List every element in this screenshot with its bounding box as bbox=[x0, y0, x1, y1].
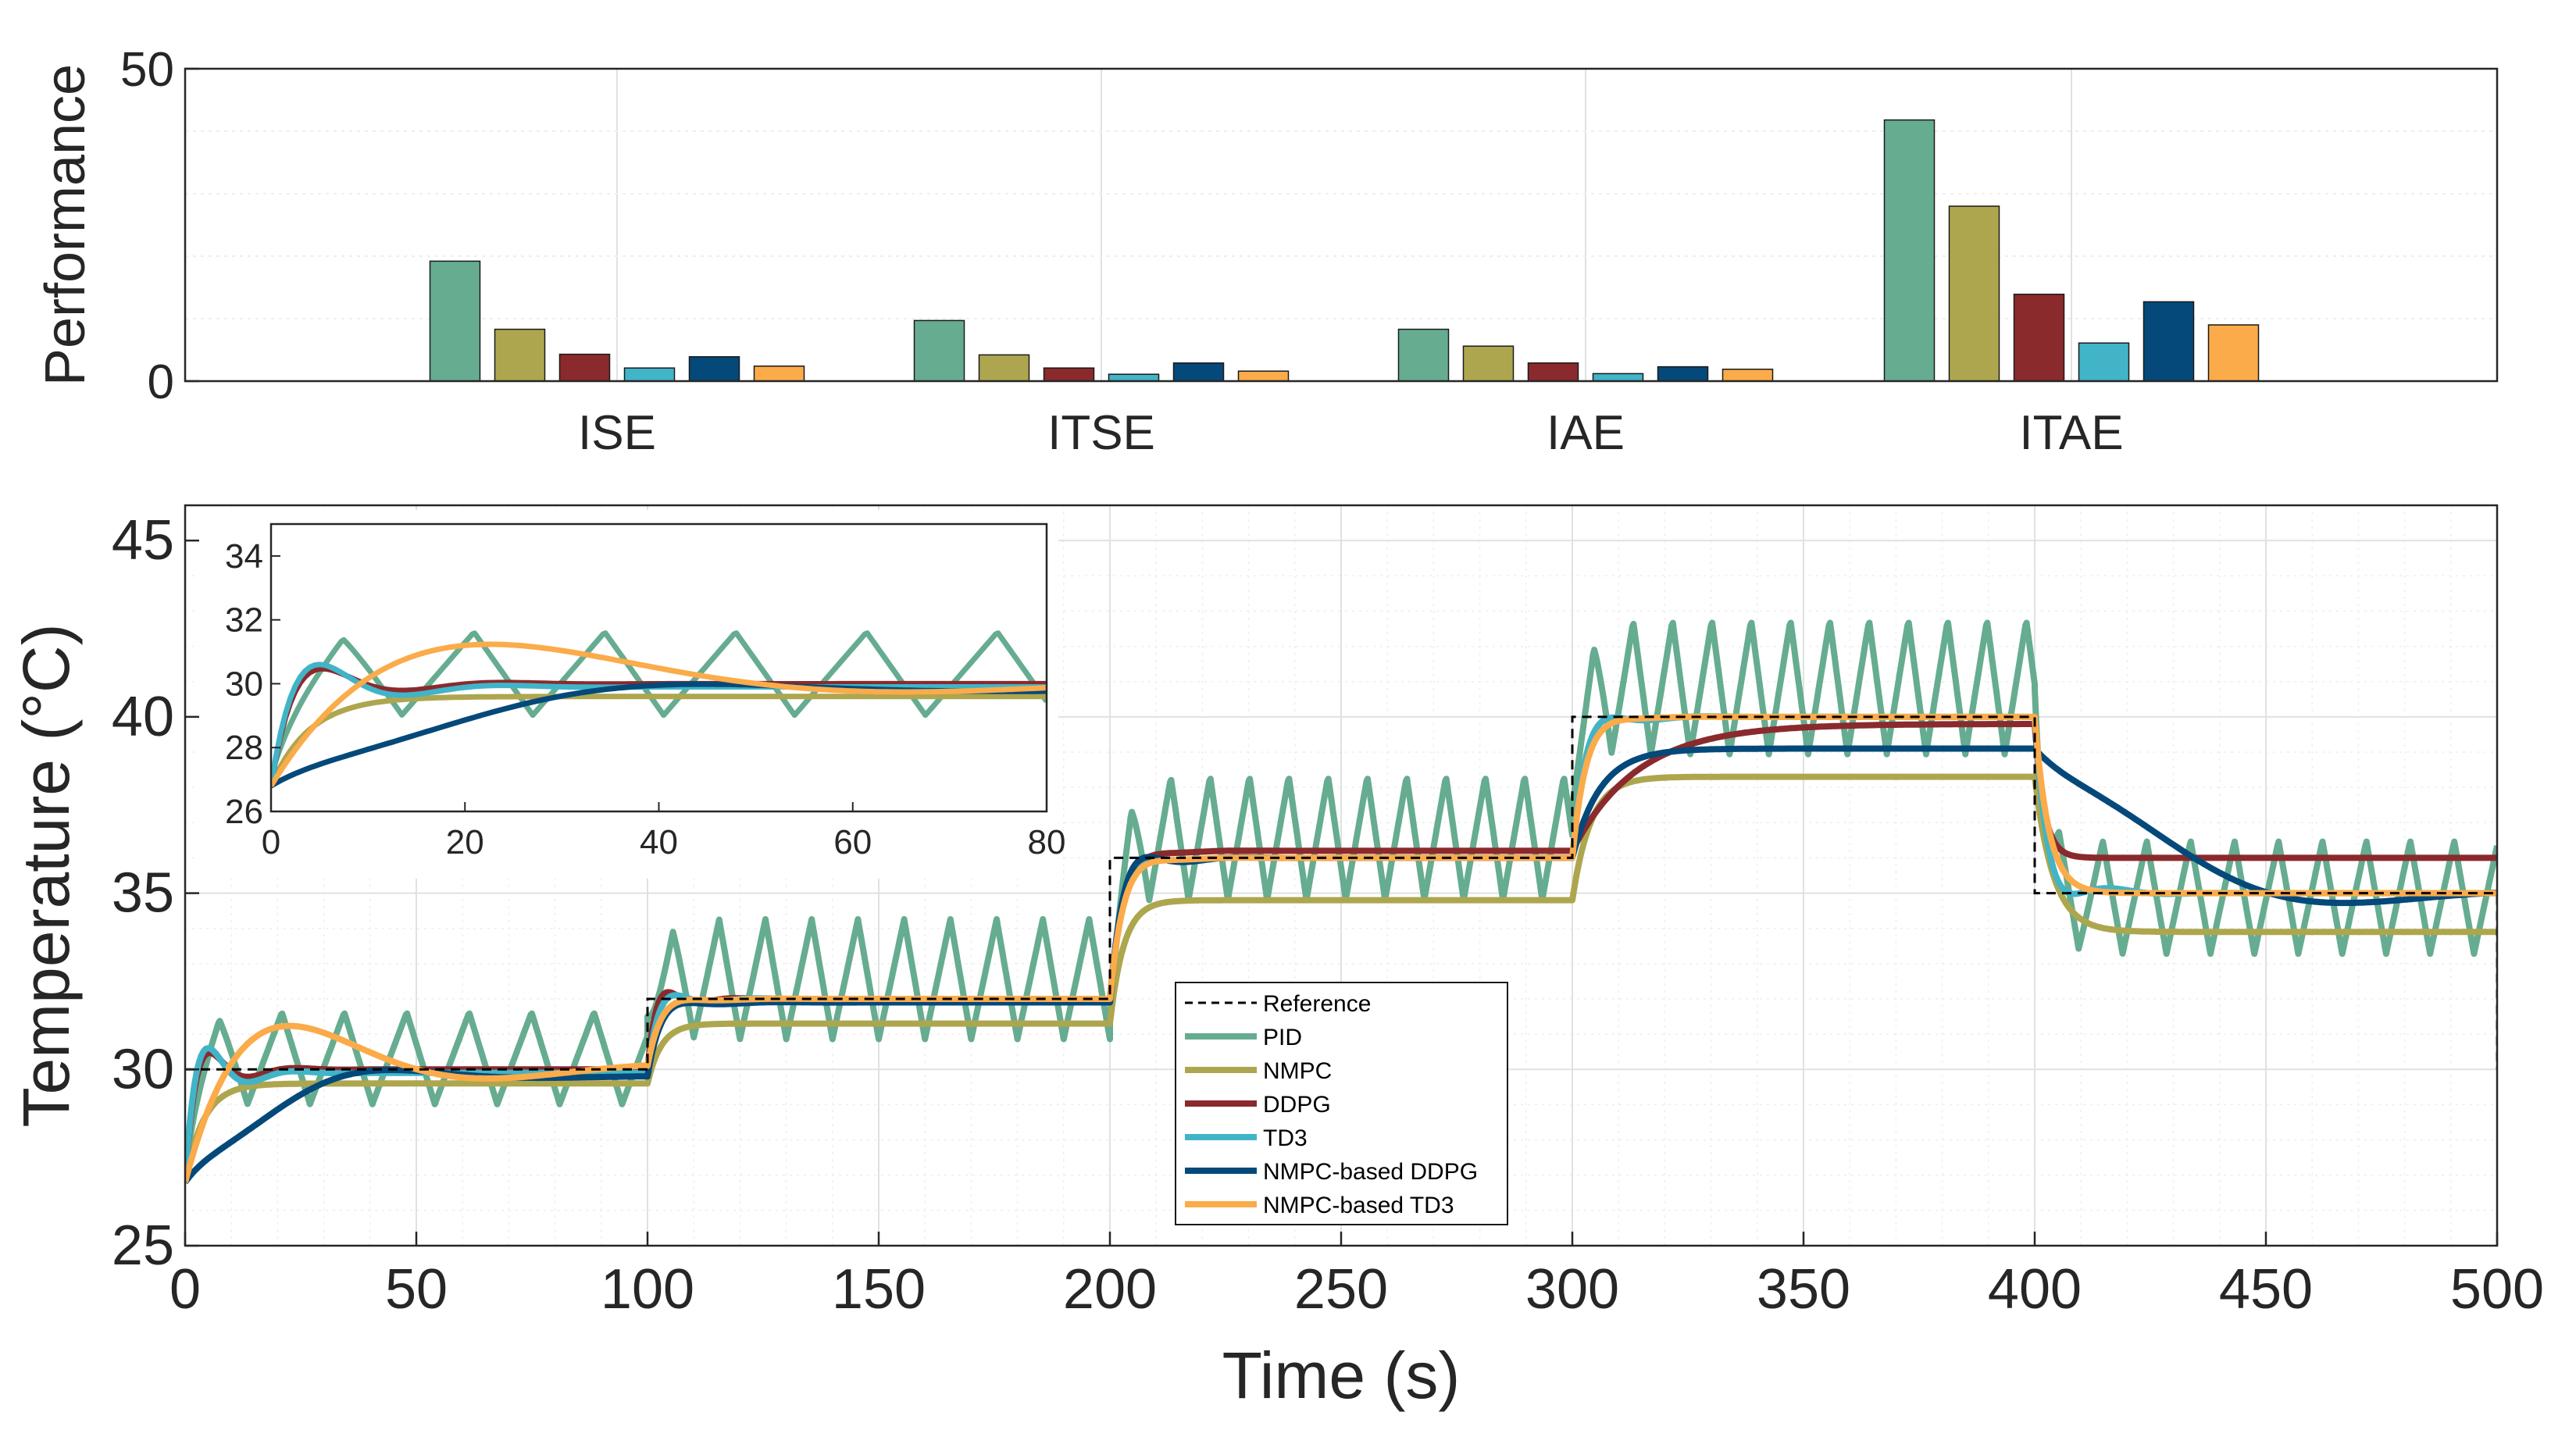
bar-nmpc-based-td3-itae bbox=[2207, 324, 2260, 382]
bar-nmpc-ise bbox=[494, 328, 546, 382]
line-y-axis-label: Temperature (°C) bbox=[9, 623, 83, 1127]
inset-y-tick-label: 32 bbox=[225, 601, 263, 640]
legend-label: PID bbox=[1263, 1025, 1302, 1050]
inset-series-pid bbox=[271, 630, 1047, 777]
legend: Reference PID NMPC DDPG TD3 NMPC-based DDPG NM… bbox=[1175, 982, 1508, 1225]
bar-y-tick-label: 50 bbox=[120, 43, 174, 97]
bar-category-label: ITAE bbox=[2019, 406, 2123, 460]
bar-pid-ise bbox=[429, 260, 481, 382]
legend-label: NMPC bbox=[1263, 1058, 1332, 1084]
inset-y-tick-label: 28 bbox=[225, 729, 263, 767]
line-y-tick-label: 45 bbox=[112, 509, 174, 572]
line-x-tick-label: 500 bbox=[2450, 1258, 2544, 1321]
inset-x-tick-label: 0 bbox=[262, 823, 280, 861]
line-y-tick-label: 30 bbox=[112, 1038, 174, 1100]
inset-x-tick-label: 20 bbox=[446, 823, 484, 861]
line-x-tick-label: 350 bbox=[1757, 1258, 1850, 1321]
bar-nmpc-based-td3-itse bbox=[1237, 370, 1290, 382]
bar-category-label: IAE bbox=[1547, 406, 1625, 460]
bar-nmpc-iae bbox=[1462, 345, 1515, 382]
bar-pid-iae bbox=[1397, 328, 1450, 382]
bar-nmpc-based-td3-ise bbox=[753, 366, 805, 382]
bar-pid-itse bbox=[913, 319, 965, 382]
main-series-reference bbox=[185, 715, 2497, 1071]
inset-y-tick-label: 34 bbox=[225, 537, 263, 576]
line-x-axis-label: Time (s) bbox=[1222, 1339, 1461, 1412]
bar-ddpg-itse bbox=[1043, 367, 1095, 382]
bar-td3-itae bbox=[2078, 342, 2130, 382]
bar-ddpg-itae bbox=[2013, 294, 2065, 382]
main-series-nmpc bbox=[185, 773, 2497, 1183]
line-chart-temperature: 0 50 100 150 200 250 300 350 400 450 5002530354045… bbox=[9, 504, 2544, 1412]
legend-label: Reference bbox=[1263, 991, 1371, 1017]
legend-label: DDPG bbox=[1263, 1092, 1331, 1118]
line-x-tick-label: 300 bbox=[1525, 1258, 1619, 1321]
bar-nmpc-based-ddpg-iae bbox=[1657, 366, 1709, 382]
inset-y-tick-label: 26 bbox=[225, 793, 263, 831]
inset-x-tick-label: 60 bbox=[833, 823, 872, 861]
line-x-tick-label: 450 bbox=[2219, 1258, 2313, 1321]
bar-axes-box bbox=[184, 67, 2499, 383]
line-x-tick-label: 100 bbox=[601, 1258, 694, 1321]
line-x-tick-label: 400 bbox=[1988, 1258, 2082, 1321]
line-y-tick-label: 25 bbox=[112, 1214, 174, 1277]
bar-y-tick-label: 0 bbox=[148, 355, 174, 409]
bar-td3-ise bbox=[623, 367, 676, 382]
line-x-tick-label: 50 bbox=[385, 1258, 448, 1321]
line-x-tick-label: 0 bbox=[169, 1258, 201, 1321]
legend-label: NMPC-based TD3 bbox=[1263, 1193, 1454, 1218]
inset-x-tick-label: 80 bbox=[1028, 823, 1066, 861]
bar-chart-performance: ISE ITSE IAE ITAE 0 50 Performance bbox=[34, 43, 2499, 460]
bar-category-label: ITSE bbox=[1047, 406, 1155, 460]
legend-label: NMPC-based DDPG bbox=[1263, 1159, 1478, 1185]
bar-td3-itse bbox=[1108, 373, 1160, 382]
bar-td3-iae bbox=[1592, 373, 1644, 382]
line-y-tick-label: 40 bbox=[112, 686, 174, 748]
line-x-tick-label: 150 bbox=[832, 1258, 926, 1321]
bar-nmpc-based-ddpg-ise bbox=[688, 356, 740, 382]
bar-nmpc-itae bbox=[1948, 205, 2000, 382]
inset-series-nmpc-based-td3 bbox=[271, 641, 1047, 788]
bar-nmpc-based-td3-iae bbox=[1721, 369, 1774, 382]
line-series-group bbox=[185, 619, 2497, 1185]
inset-series-group bbox=[271, 630, 1047, 789]
bar-ddpg-iae bbox=[1527, 362, 1579, 382]
bar-nmpc-itse bbox=[978, 354, 1030, 382]
bar-pid-itae bbox=[1883, 119, 1936, 382]
line-x-tick-label: 250 bbox=[1294, 1258, 1388, 1321]
inset-series-nmpc bbox=[271, 694, 1047, 787]
bar-y-axis-label: Performance bbox=[34, 64, 97, 386]
bar-nmpc-based-ddpg-itae bbox=[2143, 301, 2195, 382]
inset-y-tick-label: 30 bbox=[225, 665, 263, 703]
inset-chart-zoom: 0 20 40 60 80 26 28 30 32 34 bbox=[199, 510, 1065, 879]
legend-label: TD3 bbox=[1263, 1125, 1308, 1151]
line-x-tick-label: 200 bbox=[1063, 1258, 1157, 1321]
bar-ddpg-ise bbox=[558, 353, 611, 382]
bar-nmpc-based-ddpg-itse bbox=[1172, 362, 1225, 382]
inset-x-tick-label: 40 bbox=[640, 823, 678, 861]
line-y-tick-label: 35 bbox=[112, 862, 174, 925]
bar-category-label: ISE bbox=[578, 406, 656, 460]
